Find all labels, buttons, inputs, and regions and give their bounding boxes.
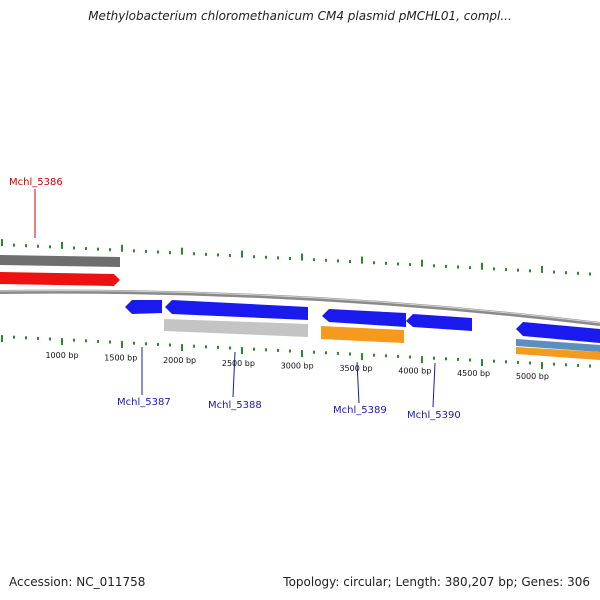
inner-tick-marks (1, 335, 591, 370)
outer-track (0, 255, 120, 286)
leader-mchl-5388 (232, 351, 236, 398)
gene-gray-outer[interactable] (0, 255, 120, 267)
gene-orange-right[interactable] (516, 347, 600, 360)
gene-mchl-5389[interactable] (322, 309, 406, 327)
label-mchl-5388[interactable]: Mchl_5388 (208, 400, 262, 411)
label-mchl-5386[interactable]: Mchl_5386 (9, 177, 63, 188)
scale-label: 2500 bp (222, 359, 255, 368)
gene-mchl-5386[interactable] (0, 272, 120, 286)
scale-label: 3000 bp (281, 361, 314, 370)
gene-orange-a[interactable] (321, 326, 404, 343)
scale-labels: 1000 bp 1500 bp 2000 bp 2500 bp 3000 bp 3500 … (45, 351, 548, 381)
map-title: Methylobacterium chloromethanicum CM4 pl… (88, 9, 512, 23)
scale-label: 4000 bp (398, 367, 431, 376)
backbone-highlight (0, 290, 600, 324)
gene-gray-inner[interactable] (164, 319, 308, 337)
scale-label: 1500 bp (104, 354, 137, 363)
scale-label: 2000 bp (163, 356, 196, 365)
leader-mchl-5389 (356, 361, 360, 404)
outer-tick-marks (1, 239, 591, 276)
backbone-line (0, 289, 600, 326)
label-mchl-5387[interactable]: Mchl_5387 (117, 397, 171, 408)
label-mchl-5389[interactable]: Mchl_5389 (333, 405, 387, 416)
scale-label: 1000 bp (45, 351, 78, 360)
leader-mchl-5390 (432, 362, 436, 408)
inner-track (125, 300, 600, 360)
gene-labels: Mchl_5386 Mchl_5387 Mchl_5388 Mchl_5389 … (9, 177, 461, 421)
gene-mchl-5390[interactable] (406, 314, 472, 331)
gene-mchl-5387[interactable] (125, 300, 162, 314)
scale-label: 5000 bp (516, 372, 549, 381)
gene-steel-right[interactable] (516, 339, 600, 352)
gene-blue-right[interactable] (516, 322, 600, 343)
summary-text: Topology: circular; Length: 380,207 bp; … (283, 575, 590, 589)
accession-text: Accession: NC_011758 (9, 575, 146, 589)
gene-mchl-5388[interactable] (165, 300, 308, 320)
scale-label: 3500 bp (339, 364, 372, 373)
label-mchl-5390[interactable]: Mchl_5390 (407, 410, 461, 421)
scale-label: 4500 bp (457, 369, 490, 378)
